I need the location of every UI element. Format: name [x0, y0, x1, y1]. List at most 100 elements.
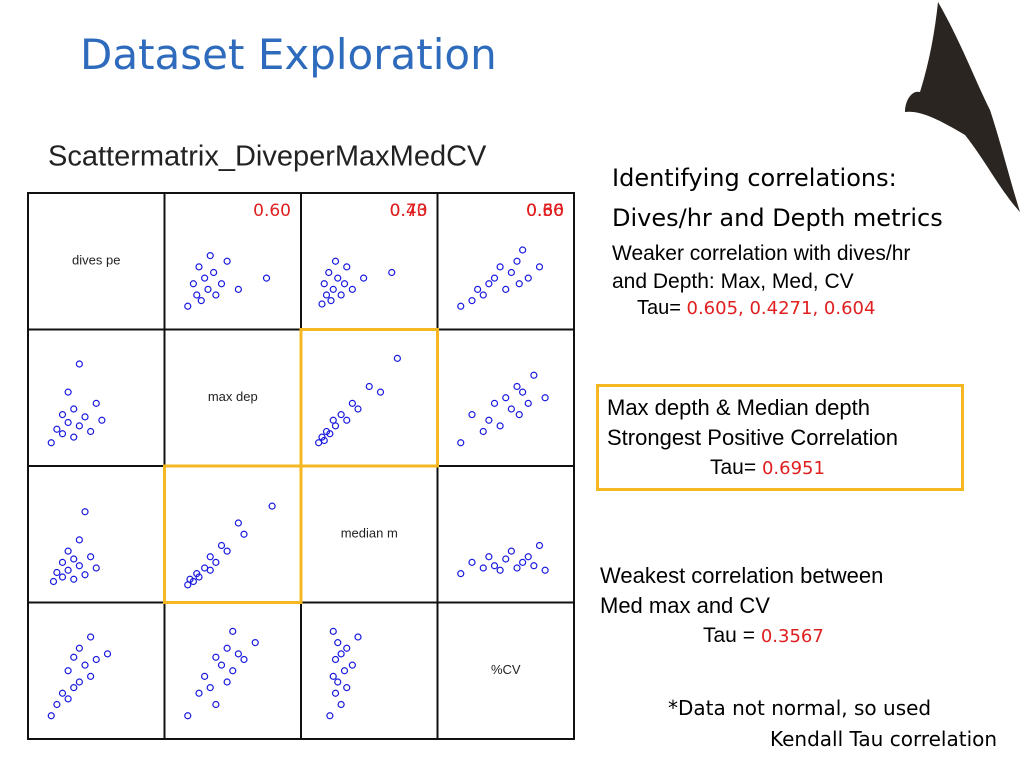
point	[502, 555, 510, 563]
tau-line: Tau= 0.605, 0.4271, 0.604	[637, 298, 875, 318]
point	[457, 302, 465, 310]
point	[75, 536, 83, 544]
point	[103, 650, 112, 658]
point	[201, 274, 209, 282]
point	[64, 566, 72, 574]
point	[70, 405, 78, 413]
point	[360, 274, 368, 282]
note: Weakest correlation between	[600, 563, 884, 588]
point	[340, 667, 349, 675]
point	[530, 371, 538, 379]
point	[212, 700, 220, 709]
point	[75, 562, 83, 570]
point	[206, 553, 214, 561]
point	[326, 430, 334, 438]
point	[251, 639, 259, 647]
point	[64, 388, 72, 396]
point	[184, 302, 192, 310]
point	[70, 575, 78, 583]
point	[210, 268, 218, 277]
point	[541, 566, 549, 574]
correlation-label: 0.43	[390, 201, 428, 221]
point	[240, 530, 248, 538]
point	[519, 388, 527, 396]
point	[524, 399, 532, 407]
variable-label: median m	[341, 526, 398, 541]
point	[53, 425, 61, 433]
point	[81, 661, 89, 669]
point	[513, 382, 521, 391]
point	[337, 291, 345, 299]
point	[201, 564, 209, 572]
point	[81, 413, 89, 421]
tau-value: 0.605, 0.4271, 0.604	[686, 298, 876, 319]
point	[58, 689, 67, 697]
point	[64, 418, 72, 427]
point	[47, 439, 55, 447]
point	[474, 285, 482, 293]
point	[468, 297, 476, 305]
point	[490, 274, 499, 282]
correlation-label: 0.60	[526, 201, 564, 221]
point	[325, 268, 333, 277]
variable-label: max dep	[208, 389, 258, 404]
point	[81, 508, 89, 516]
point	[204, 285, 212, 293]
point	[217, 280, 226, 288]
point	[354, 405, 362, 413]
footnote: Kendall Tau correlation	[770, 727, 998, 751]
point	[197, 297, 205, 305]
point	[212, 291, 220, 299]
point	[541, 394, 549, 402]
point	[515, 411, 523, 419]
point	[217, 661, 226, 669]
point	[343, 263, 351, 271]
point	[64, 547, 72, 555]
point	[193, 570, 201, 578]
point	[340, 280, 349, 288]
point	[58, 558, 67, 566]
variable-label: %CV	[491, 662, 521, 677]
tau-label: Tau =	[703, 624, 755, 647]
point	[365, 382, 373, 391]
point	[98, 416, 106, 424]
note: Med max and CV	[600, 593, 770, 618]
point	[223, 257, 231, 265]
correlation-label: 0.60	[253, 201, 291, 221]
point	[234, 519, 242, 527]
point	[64, 667, 72, 675]
point	[515, 280, 523, 288]
point	[75, 678, 83, 686]
point	[490, 562, 499, 570]
point	[337, 650, 345, 658]
point	[87, 633, 95, 641]
tau-value: 0.3567	[760, 626, 824, 647]
point	[502, 394, 510, 402]
point	[354, 633, 362, 641]
highlight-box	[299, 328, 439, 468]
point	[388, 268, 396, 277]
point	[343, 644, 351, 652]
point	[223, 644, 231, 652]
correlation-label: 0.70	[390, 201, 428, 221]
point	[186, 575, 194, 583]
note: Identifying correlations:	[612, 164, 897, 192]
correlation-label: 0.36	[526, 201, 564, 221]
point	[212, 558, 220, 566]
point	[513, 257, 521, 265]
point	[457, 570, 465, 578]
point	[217, 541, 226, 550]
highlight-box	[596, 384, 964, 491]
point	[530, 562, 538, 570]
point	[496, 422, 504, 430]
point	[268, 502, 276, 510]
point	[49, 577, 58, 586]
point	[331, 689, 340, 697]
point	[195, 263, 203, 271]
point	[479, 427, 487, 436]
point	[393, 354, 401, 362]
point	[496, 263, 504, 271]
point	[184, 712, 192, 720]
note: Strongest Positive Correlation	[607, 425, 899, 450]
